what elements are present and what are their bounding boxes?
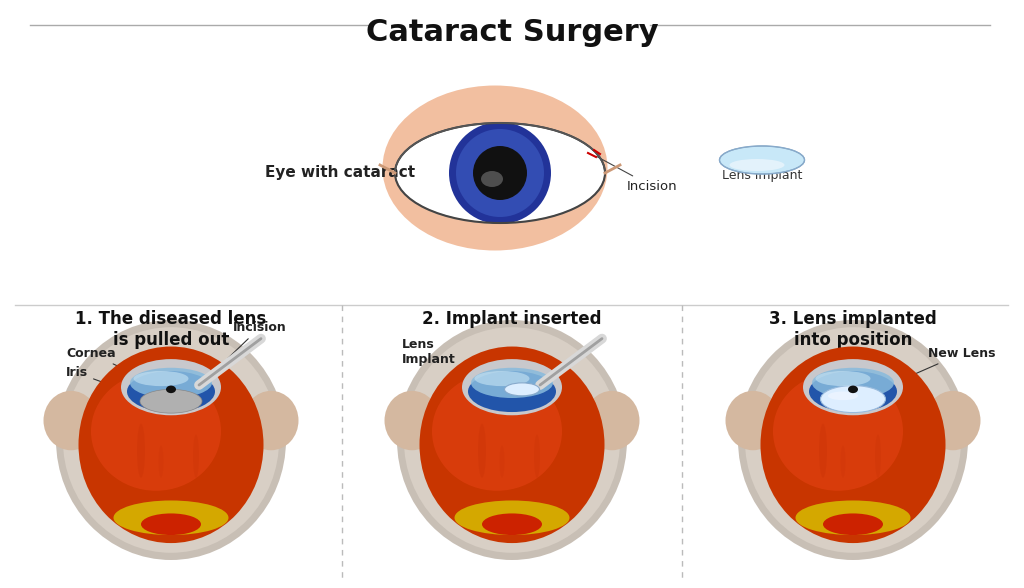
Ellipse shape bbox=[166, 386, 176, 393]
Text: 2. Implant inserted: 2. Implant inserted bbox=[422, 310, 602, 328]
Ellipse shape bbox=[114, 500, 228, 535]
Ellipse shape bbox=[926, 391, 981, 450]
Ellipse shape bbox=[773, 372, 903, 491]
Ellipse shape bbox=[761, 346, 945, 543]
Ellipse shape bbox=[823, 513, 883, 535]
Ellipse shape bbox=[874, 435, 881, 478]
Ellipse shape bbox=[79, 346, 263, 543]
Ellipse shape bbox=[130, 368, 212, 398]
Ellipse shape bbox=[397, 320, 627, 560]
Ellipse shape bbox=[449, 122, 551, 224]
Text: Incision: Incision bbox=[596, 156, 678, 193]
Ellipse shape bbox=[819, 424, 827, 478]
Ellipse shape bbox=[395, 123, 605, 223]
Ellipse shape bbox=[812, 368, 894, 398]
Text: New Lens: New Lens bbox=[867, 347, 995, 395]
Ellipse shape bbox=[56, 320, 286, 560]
Text: 3. Lens implanted
into position: 3. Lens implanted into position bbox=[769, 310, 937, 349]
Ellipse shape bbox=[137, 424, 145, 478]
Ellipse shape bbox=[848, 386, 858, 393]
Text: Eye with cataract: Eye with cataract bbox=[265, 165, 415, 181]
Text: 1. The diseased lens
is pulled out: 1. The diseased lens is pulled out bbox=[76, 310, 266, 349]
Ellipse shape bbox=[455, 500, 569, 535]
Ellipse shape bbox=[462, 359, 562, 415]
Ellipse shape bbox=[585, 391, 640, 450]
Ellipse shape bbox=[471, 368, 553, 398]
Ellipse shape bbox=[473, 146, 527, 200]
Ellipse shape bbox=[456, 129, 544, 217]
Ellipse shape bbox=[828, 392, 858, 400]
Ellipse shape bbox=[841, 445, 846, 478]
Text: Iris: Iris bbox=[66, 366, 128, 392]
Ellipse shape bbox=[244, 391, 299, 450]
Ellipse shape bbox=[500, 445, 505, 478]
Ellipse shape bbox=[420, 346, 604, 543]
Ellipse shape bbox=[478, 424, 486, 478]
Ellipse shape bbox=[815, 371, 870, 386]
Ellipse shape bbox=[193, 435, 199, 478]
Ellipse shape bbox=[91, 372, 221, 491]
Ellipse shape bbox=[384, 391, 439, 450]
Text: Lens implant: Lens implant bbox=[722, 169, 802, 182]
Ellipse shape bbox=[534, 435, 540, 478]
Ellipse shape bbox=[383, 85, 607, 250]
Ellipse shape bbox=[505, 383, 540, 396]
Ellipse shape bbox=[803, 359, 903, 415]
Text: Cataract Surgery: Cataract Surgery bbox=[366, 18, 658, 47]
Ellipse shape bbox=[62, 327, 280, 553]
Ellipse shape bbox=[133, 371, 188, 386]
Ellipse shape bbox=[796, 500, 910, 535]
Ellipse shape bbox=[403, 327, 621, 553]
Ellipse shape bbox=[744, 327, 962, 553]
Ellipse shape bbox=[432, 372, 562, 491]
Ellipse shape bbox=[809, 371, 897, 412]
Ellipse shape bbox=[482, 513, 542, 535]
Ellipse shape bbox=[141, 513, 201, 535]
Ellipse shape bbox=[720, 146, 805, 174]
Ellipse shape bbox=[43, 391, 98, 450]
Text: Lens
Implant: Lens Implant bbox=[402, 339, 500, 388]
Ellipse shape bbox=[159, 445, 164, 478]
Ellipse shape bbox=[474, 371, 529, 386]
Text: Incision: Incision bbox=[228, 321, 287, 358]
Ellipse shape bbox=[507, 386, 517, 393]
Text: Cornea: Cornea bbox=[66, 347, 146, 379]
Ellipse shape bbox=[127, 371, 215, 412]
Ellipse shape bbox=[481, 171, 503, 187]
Ellipse shape bbox=[820, 386, 886, 413]
Ellipse shape bbox=[725, 391, 780, 450]
Ellipse shape bbox=[468, 371, 556, 412]
Ellipse shape bbox=[738, 320, 968, 560]
Ellipse shape bbox=[121, 359, 221, 415]
Ellipse shape bbox=[729, 159, 784, 171]
Ellipse shape bbox=[140, 389, 202, 413]
